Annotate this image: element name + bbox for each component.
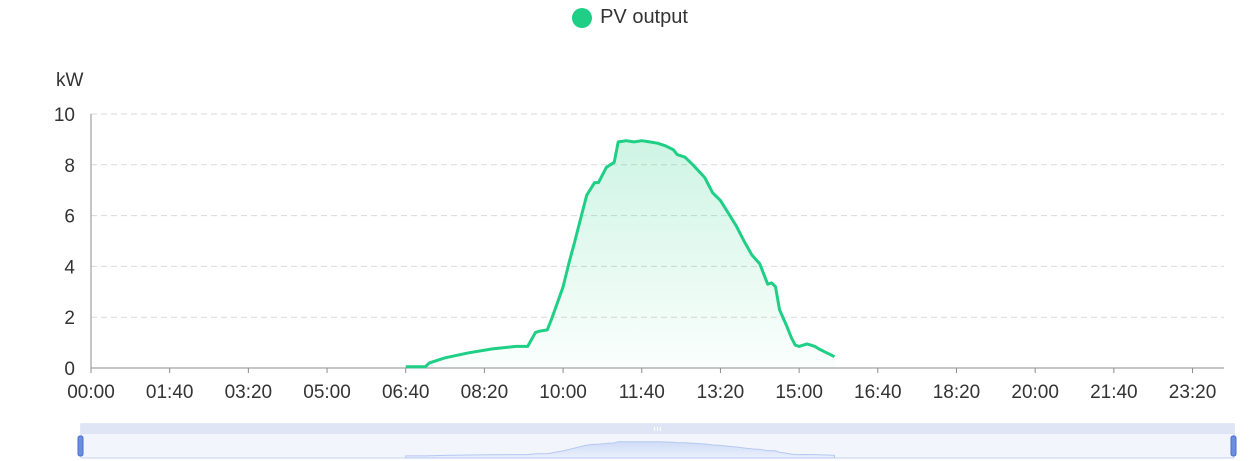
grid xyxy=(91,113,1224,318)
x-tick-label: 10:00 xyxy=(539,382,587,403)
y-tick-label: 10 xyxy=(54,105,75,126)
x-tick-label: 00:00 xyxy=(67,382,115,403)
y-tick-label: 8 xyxy=(64,156,75,177)
y-tick-label: 2 xyxy=(64,308,75,329)
x-tick-label: 13:20 xyxy=(697,382,745,403)
series-area xyxy=(405,140,835,368)
series-line xyxy=(405,139,836,369)
x-tick-label: 11:40 xyxy=(619,382,665,403)
x-tick-label: 01:40 xyxy=(146,382,194,403)
zoom-preview xyxy=(405,441,835,459)
x-tick-label: 21:40 xyxy=(1090,382,1138,403)
x-tick-label: 18:20 xyxy=(933,382,981,403)
y-axis-unit-label: kW xyxy=(56,70,84,91)
y-tick-label: 6 xyxy=(64,207,75,228)
series-layer xyxy=(405,139,836,369)
x-tick-label: 06:40 xyxy=(382,382,430,403)
legend-label: PV output xyxy=(600,6,688,28)
x-tick-label: 20:00 xyxy=(1011,382,1059,403)
x-tick-label: 16:40 xyxy=(854,382,902,403)
x-tick-label: 03:20 xyxy=(225,382,273,403)
legend[interactable]: PV output xyxy=(0,6,1260,29)
zoom-handle-right[interactable] xyxy=(1230,435,1237,457)
zoom-slider[interactable] xyxy=(77,423,1237,459)
y-tick-label: 0 xyxy=(64,359,75,380)
axes: 0 2 4 6 8 10 00:00 01:40 03:20 05:00 06:40 08:20 10:… xyxy=(54,105,1224,403)
x-tick-label: 08:20 xyxy=(461,382,509,403)
x-tick-label: 15:00 xyxy=(775,382,823,403)
legend-marker-icon xyxy=(572,7,593,28)
zoom-handle-left[interactable] xyxy=(77,435,84,457)
y-tick-label: 4 xyxy=(64,257,75,278)
x-tick-label: 05:00 xyxy=(303,382,351,403)
x-tick-label: 23:20 xyxy=(1169,382,1217,403)
